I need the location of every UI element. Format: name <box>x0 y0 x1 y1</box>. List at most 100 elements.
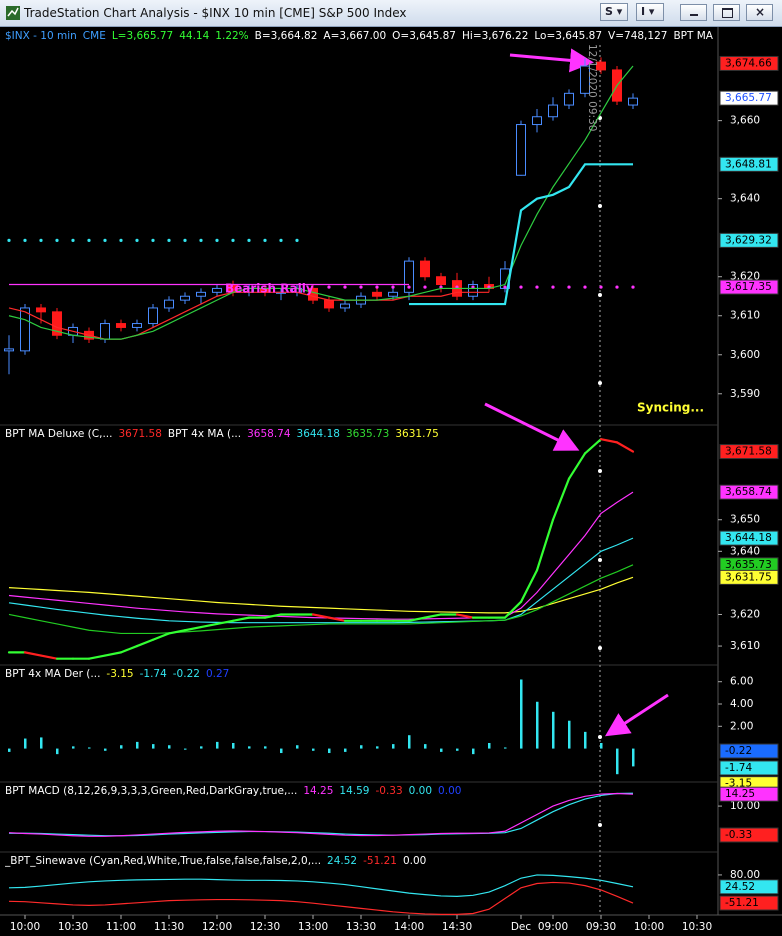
line-dot <box>391 285 395 289</box>
indicator-line <box>8 881 634 915</box>
histogram-bar <box>280 748 283 754</box>
line-segment <box>503 600 523 619</box>
header-text: 44.14 <box>179 30 210 42</box>
line-segment <box>519 569 539 603</box>
minimize-button[interactable] <box>680 4 707 21</box>
x-tick-label: 09:00 <box>538 921 568 933</box>
line-segment <box>535 518 555 572</box>
histogram-bar <box>440 748 443 752</box>
x-tick-label: 13:00 <box>298 921 328 933</box>
window-title: TradeStation Chart Analysis - $INX 10 mi… <box>24 6 407 20</box>
line-dot <box>247 238 251 242</box>
x-tick-label: 12:30 <box>250 921 280 933</box>
line-segment <box>423 613 443 619</box>
price-tag <box>719 156 779 172</box>
candle-body <box>564 92 574 106</box>
close-button[interactable]: × <box>746 4 773 21</box>
line-segment <box>199 622 219 629</box>
candle-body <box>324 299 334 309</box>
header-text: 0.00 <box>402 855 427 867</box>
header-text: Hi=3,676.22 <box>462 30 529 42</box>
candle-body <box>468 284 478 297</box>
header-text: 3644.18 <box>296 428 340 440</box>
price-tag-label: 3,635.73 <box>725 559 772 571</box>
histogram-bar <box>520 679 523 749</box>
header-text: BPT MACD (8,12,26,9,3,3,3,Green,Red,Dark… <box>5 785 298 797</box>
histogram-bar <box>536 701 539 749</box>
line-segment <box>455 613 475 619</box>
arrow <box>604 693 669 737</box>
y-tick-label: 3,600 <box>730 349 760 361</box>
histogram-bar <box>360 745 363 749</box>
price-tag-label: -1.74 <box>725 762 752 774</box>
header-text: BPT MA Deluxe (C,... <box>673 30 713 42</box>
price-tag <box>719 879 779 895</box>
indicator-line <box>8 65 634 340</box>
header-text: A=3,667.00 <box>323 30 387 42</box>
symbol-button[interactable]: S ▾ <box>600 3 628 21</box>
line-dot <box>375 285 379 289</box>
price-tag-label: 24.52 <box>725 881 755 893</box>
line-dot <box>583 285 587 289</box>
y-tick-label: 3,650 <box>730 514 760 526</box>
histogram-bar <box>424 744 427 749</box>
x-tick-label: 09:30 <box>586 921 616 933</box>
price-tag <box>719 786 779 802</box>
price-tag-label: 3,629.32 <box>725 234 772 246</box>
line-segment <box>183 626 203 632</box>
candle-body <box>596 61 606 71</box>
y-tick-label: 80.00 <box>730 869 760 881</box>
histogram-bar <box>216 741 219 749</box>
price-tag-label: -0.33 <box>725 829 752 841</box>
line-dot <box>295 238 299 242</box>
cursor-dots <box>598 116 602 827</box>
app-icon <box>6 6 20 20</box>
histogram-bar <box>120 745 123 749</box>
candle-body <box>532 116 542 126</box>
y-tick-label: 3,640 <box>730 545 760 557</box>
pane-header: $INX - 10 min CME L=3,665.77 44.14 1.22% B=3,… <box>5 30 713 43</box>
x-tick-label: 10:30 <box>58 921 88 933</box>
arrow <box>484 402 580 451</box>
candle-body <box>52 311 62 336</box>
line-segment <box>263 613 283 619</box>
candle-body <box>308 287 318 301</box>
maximize-button[interactable] <box>713 4 740 21</box>
line-segment <box>231 616 251 622</box>
price-tag <box>719 760 779 776</box>
candle-body <box>164 299 174 309</box>
price-tag-label: 3,658.74 <box>725 486 772 498</box>
line-dot <box>151 238 155 242</box>
candle-body <box>20 307 30 352</box>
line-segment <box>311 613 331 619</box>
price-tag-label: 14.25 <box>725 788 755 800</box>
header-text: V=748,127 <box>608 30 668 42</box>
x-tick-label: 10:00 <box>10 921 40 933</box>
line-dot <box>343 285 347 289</box>
histogram-bar <box>184 748 187 750</box>
price-tag-label: 3,674.66 <box>725 57 772 69</box>
line-segment <box>583 438 603 455</box>
line-segment <box>567 452 587 480</box>
line-segment <box>551 477 571 521</box>
histogram-bar <box>376 746 379 749</box>
line-segment <box>23 651 43 657</box>
pane-header: BPT 4x MA Der (... -3.15 -1.74 -0.22 0.27 <box>5 668 713 681</box>
line-dot <box>119 238 123 242</box>
x-tick-label: Dec <box>511 921 532 933</box>
histogram-bar <box>248 746 251 749</box>
line-segment <box>39 654 59 660</box>
pane-header: BPT MA Deluxe (C,... 3671.58 BPT 4x MA (..… <box>5 428 713 441</box>
header-text: 1.22% <box>215 30 249 42</box>
indicator-button[interactable]: I ▾ <box>636 3 664 21</box>
price-tag <box>719 279 779 295</box>
x-tick-label: 12:00 <box>202 921 232 933</box>
candle-body <box>628 97 638 106</box>
line-dot <box>615 285 619 289</box>
price-tag <box>719 55 779 71</box>
pane: 3,610 3,620 3,640 3,650 3,671.58 3,658.74 3,64… <box>7 438 779 660</box>
histogram-bar <box>264 746 267 749</box>
